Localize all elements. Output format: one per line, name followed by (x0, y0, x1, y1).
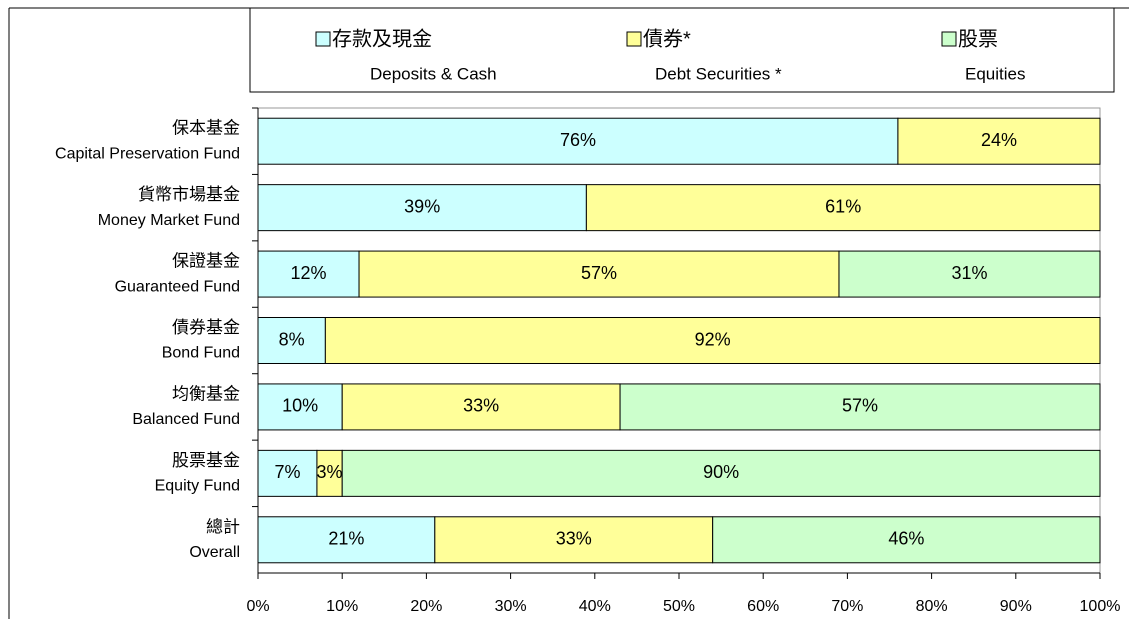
category-label: 總計 (206, 517, 240, 536)
data-label: 76% (560, 130, 596, 150)
x-tick-label: 30% (495, 598, 527, 615)
bar-segment (257, 250, 360, 298)
data-label: 33% (463, 396, 499, 416)
data-label: 57% (842, 396, 878, 416)
category-label: 債券基金 (172, 318, 240, 337)
data-label: 31% (951, 263, 987, 283)
data-label: 92% (695, 329, 731, 349)
data-label: 8% (279, 329, 305, 349)
legend-swatch (315, 31, 331, 47)
x-tick-label: 10% (326, 598, 358, 615)
x-tick-label: 40% (579, 598, 611, 615)
data-label: 12% (291, 263, 327, 283)
legend-swatch (626, 31, 642, 47)
category-label-en: Bond Fund (162, 345, 240, 362)
bar-segment (257, 184, 587, 232)
x-tick-label: 80% (916, 598, 948, 615)
data-label: 7% (274, 462, 300, 482)
bar-segment (434, 516, 714, 564)
category-label: 股票基金 (172, 451, 240, 470)
x-tick-label: 60% (747, 598, 779, 615)
bar-segment (316, 449, 343, 497)
data-label: 57% (581, 263, 617, 283)
legend-label-en: Deposits & Cash (370, 64, 497, 83)
category-label: 貨幣市場基金 (138, 185, 240, 204)
x-tick-label: 70% (831, 598, 863, 615)
category-label-en: Money Market Fund (98, 212, 240, 229)
data-label: 3% (317, 462, 343, 482)
data-label: 10% (282, 396, 318, 416)
bar-segment (257, 449, 318, 497)
bar-segment (341, 383, 621, 431)
legend-label: 股票 (958, 28, 998, 50)
legend-swatch (941, 31, 957, 47)
data-label: 90% (703, 462, 739, 482)
legend-box (249, 7, 1115, 93)
x-tick-label: 90% (1000, 598, 1032, 615)
category-label-en: Balanced Fund (132, 411, 240, 428)
data-label: 46% (888, 529, 924, 549)
category-label-en: Guaranteed Fund (115, 278, 240, 295)
legend-label-en: Debt Securities * (655, 64, 782, 83)
category-label-en: Capital Preservation Fund (55, 145, 240, 162)
category-label-en: Equity Fund (155, 478, 240, 495)
legend-label-en: Equities (965, 64, 1025, 83)
data-label: 24% (981, 130, 1017, 150)
category-label: 保證基金 (172, 252, 240, 271)
bar-segment (838, 250, 1101, 298)
x-tick-label: 20% (410, 598, 442, 615)
bar-segment (324, 317, 1101, 364)
data-label: 21% (328, 529, 364, 549)
x-tick-label: 50% (663, 598, 695, 615)
bar-segment (897, 117, 1101, 165)
bar-segment (257, 383, 343, 431)
bar-segment (341, 449, 1101, 497)
category-label: 保本基金 (172, 119, 240, 138)
bar-segment (585, 184, 1101, 232)
category-label: 均衡基金 (172, 384, 240, 403)
data-label: 61% (825, 196, 861, 216)
x-tick-label: 0% (246, 598, 269, 615)
bar-segment (712, 516, 1101, 564)
legend-label: 債券* (643, 27, 691, 50)
data-label: 33% (556, 529, 592, 549)
category-label-en: Overall (189, 544, 240, 561)
data-label: 39% (404, 196, 440, 216)
bar-segment (619, 383, 1101, 431)
legend-label: 存款及現金 (332, 27, 432, 50)
x-tick-label: 100% (1080, 598, 1121, 615)
bar-segment (257, 516, 436, 564)
